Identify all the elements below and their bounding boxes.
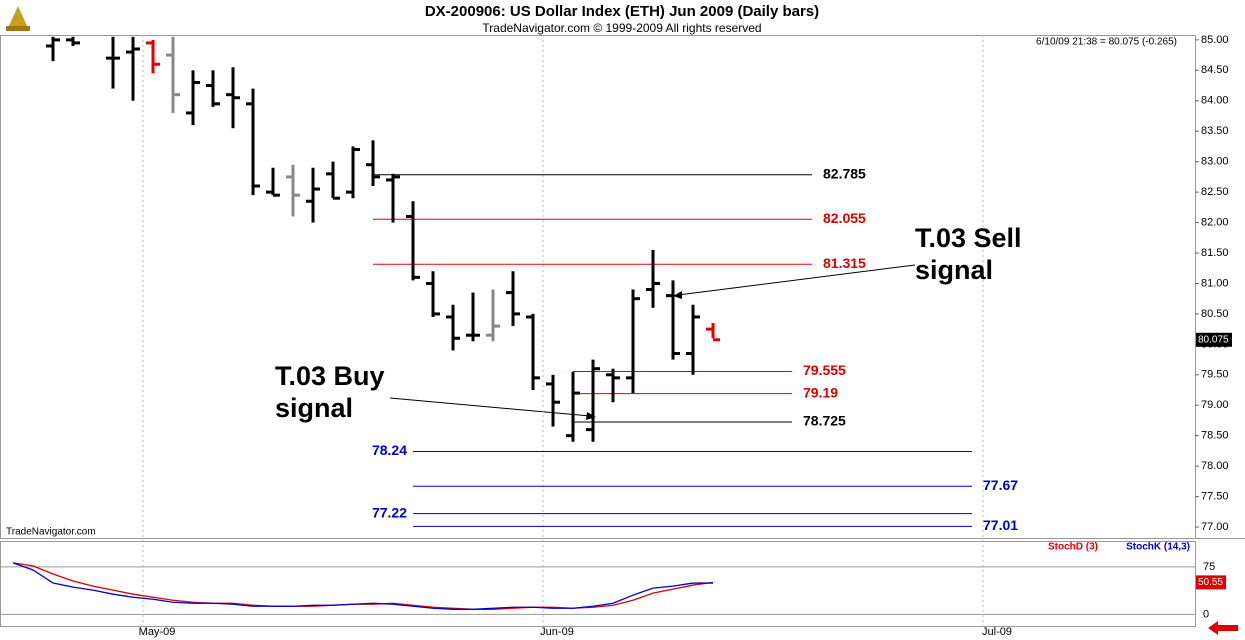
annotation: T.03 Sell [915, 223, 1022, 253]
y-tick-label: 77.00 [1201, 521, 1229, 533]
ohlc-bar [206, 70, 220, 107]
ohlc-bar [386, 173, 400, 223]
ohlc-bar [286, 164, 300, 217]
subtitle: TradeNavigator.com © 1999-2009 All right… [482, 21, 761, 35]
info: 6/10/09 21:38 = 80.075 (-0.265) [1036, 37, 1177, 48]
level-label: 78.24 [372, 442, 407, 458]
ohlc-bar [66, 36, 80, 46]
level-label: 77.67 [983, 477, 1018, 493]
ohlc-bar [106, 36, 120, 89]
level-label: 77.01 [983, 517, 1018, 533]
ohlc-bar [346, 146, 360, 199]
last-value: 50.55 [1198, 577, 1223, 588]
ohlc-bar [226, 67, 240, 129]
level-label: 81.315 [823, 255, 866, 271]
logo [6, 6, 30, 31]
annotation: signal [275, 393, 353, 423]
ohlc-bar [666, 280, 680, 360]
ohlc-bar [706, 323, 720, 342]
y-tick-label: 79.00 [1201, 399, 1229, 411]
y-tick-label: 85.00 [1201, 34, 1229, 46]
y-tick-label: 78.00 [1201, 460, 1229, 472]
level-label: 79.19 [803, 384, 838, 400]
x-tick-label: Jun-09 [540, 626, 574, 638]
ohlc-bar [146, 39, 160, 74]
ohlc-bar [686, 304, 700, 375]
ohlc-bar [306, 167, 320, 223]
y-tick-label: 81.50 [1201, 247, 1229, 259]
level-label: 82.055 [823, 210, 866, 226]
ohlc-bar [626, 289, 640, 394]
ohlc-bar [486, 289, 500, 342]
ohlc-bar [606, 368, 620, 403]
annotation-arrows [389, 264, 916, 420]
last-value-box [1196, 575, 1226, 590]
lower-panel [0, 541, 1196, 627]
x-tick-label: Jul-09 [982, 626, 1012, 638]
ohlc-bar [126, 36, 140, 101]
y-tick-label: 75 [1203, 561, 1215, 573]
ohlc-bar [246, 88, 260, 196]
y-tick-label: 82.50 [1201, 186, 1229, 198]
ohlc-bar [446, 304, 460, 351]
y-tick-label: 81.00 [1201, 277, 1229, 289]
chart-title: DX-200906: US Dollar Index (ETH) Jun 200… [425, 3, 819, 20]
ohlc-bar [46, 36, 60, 62]
ohlc-bar [266, 167, 280, 197]
stoch-line [12, 562, 713, 610]
ohlc-bar [506, 271, 520, 327]
y-tick-label: 77.50 [1201, 490, 1229, 502]
y-tick-label: 82.00 [1201, 216, 1229, 228]
last-price: 80.075 [1198, 334, 1229, 345]
level-label: 79.555 [803, 362, 846, 378]
y-tick-label: 79.50 [1201, 369, 1229, 381]
ohlc-bar [326, 161, 340, 200]
y-tick-label: 0 [1203, 608, 1209, 620]
y-tick-label: 83.50 [1201, 125, 1229, 137]
ohlc-bar [466, 292, 480, 342]
legend-entry: StochK (14,3) [1126, 542, 1190, 553]
ohlc-bar [186, 70, 200, 126]
last-price-box [1196, 332, 1232, 347]
y-tick-label: 83.00 [1201, 156, 1229, 168]
level-label: 82.785 [823, 165, 866, 181]
y-tick-label: 84.50 [1201, 64, 1229, 76]
y-tick-label: 80.50 [1201, 308, 1229, 320]
ohlc-bar [646, 249, 660, 308]
y-tick-label: 78.50 [1201, 430, 1229, 442]
ohlc-bar [166, 36, 180, 113]
ohlc-bar [566, 371, 580, 442]
legend-entry: StochD (3) [1048, 542, 1098, 553]
annotation: signal [915, 255, 993, 285]
scroll-arrow[interactable] [1208, 621, 1238, 635]
ohlc-bar [526, 313, 540, 391]
ohlc-bar [426, 271, 440, 317]
ohlc-bar [406, 201, 420, 281]
level-label: 78.725 [803, 413, 846, 429]
annotation: T.03 Buy [275, 361, 385, 391]
ohlc-bar [586, 359, 600, 442]
ohlc-bar [546, 374, 560, 427]
level-label: 77.22 [372, 504, 407, 520]
y-tick-label: 84.00 [1201, 95, 1229, 107]
watermark: TradeNavigator.com [6, 527, 96, 538]
ohlc-bar [366, 140, 380, 187]
x-tick-label: May-09 [139, 626, 176, 638]
